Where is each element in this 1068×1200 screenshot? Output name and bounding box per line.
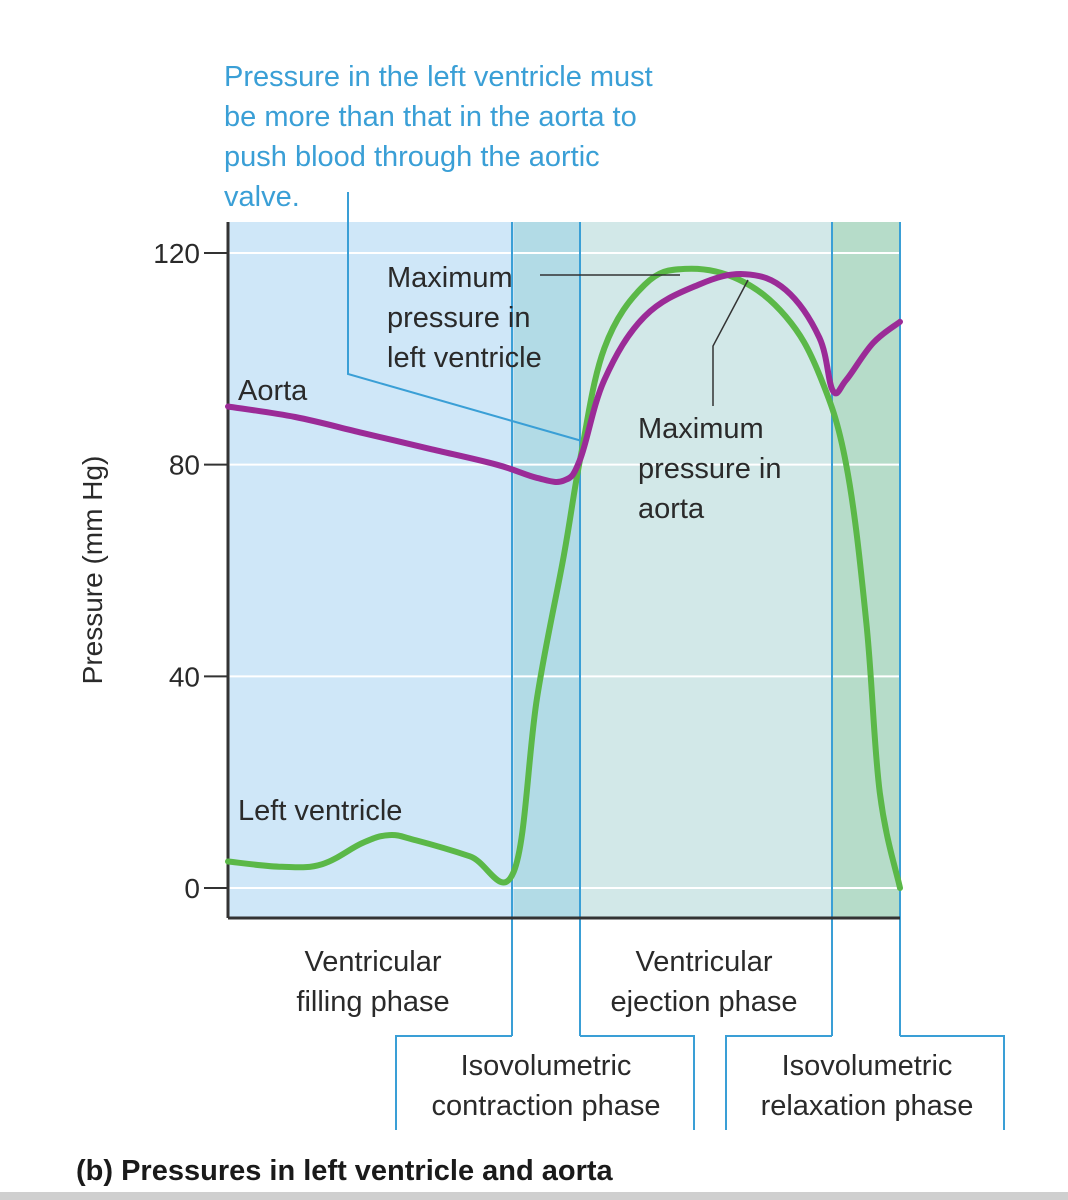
callout-line-2: be more than that in the aorta to — [224, 101, 637, 133]
bottom-rule — [0, 1192, 1068, 1200]
iso-relaxation-label-1: Isovolumetric — [782, 1050, 953, 1082]
y-tick-label: 120 — [153, 238, 200, 269]
ejection-phase-label-1: Ventricular — [635, 946, 772, 978]
max-aorta-label-2: pressure in — [638, 453, 781, 485]
filling-phase-label-1: Ventricular — [304, 946, 441, 978]
callout-line-1: Pressure in the left ventricle must — [224, 61, 653, 93]
figure-caption: (b) Pressures in left ventricle and aort… — [76, 1155, 614, 1187]
iso-relaxation-label-2: relaxation phase — [761, 1090, 974, 1122]
callout-line-4: valve. — [224, 181, 300, 213]
y-tick-label: 40 — [169, 661, 200, 692]
max-aorta-label-3: aorta — [638, 493, 705, 525]
callout-line-3: push blood through the aortic — [224, 141, 600, 173]
callout-leader — [347, 192, 583, 442]
max-lv-label-2: pressure in — [387, 302, 530, 334]
iso-contraction-label-2: contraction phase — [432, 1090, 661, 1122]
y-axis-label: Pressure (mm Hg) — [77, 456, 108, 685]
phase-boundaries — [395, 222, 1005, 1130]
max-lv-label-1: Maximum — [387, 262, 513, 294]
relaxation-phase-band — [832, 222, 900, 918]
max-lv-label-3: left ventricle — [387, 342, 542, 374]
y-tick-label: 0 — [184, 873, 200, 904]
iso-contraction-label-1: Isovolumetric — [461, 1050, 632, 1082]
max-aorta-label-1: Maximum — [638, 413, 764, 445]
y-tick-label: 80 — [169, 450, 200, 481]
gridlines — [228, 252, 900, 889]
left-ventricle-label: Left ventricle — [238, 795, 402, 827]
aorta-line — [225, 271, 903, 485]
filling-phase-band — [228, 222, 514, 918]
y-ticks: 0 40 80 120 — [153, 238, 228, 904]
filling-phase-label-2: filling phase — [296, 986, 449, 1018]
ejection-phase-band — [580, 222, 833, 918]
aorta-label: Aorta — [238, 375, 308, 407]
max-aorta-leader — [712, 279, 749, 406]
ejection-phase-label-2: ejection phase — [610, 986, 797, 1018]
